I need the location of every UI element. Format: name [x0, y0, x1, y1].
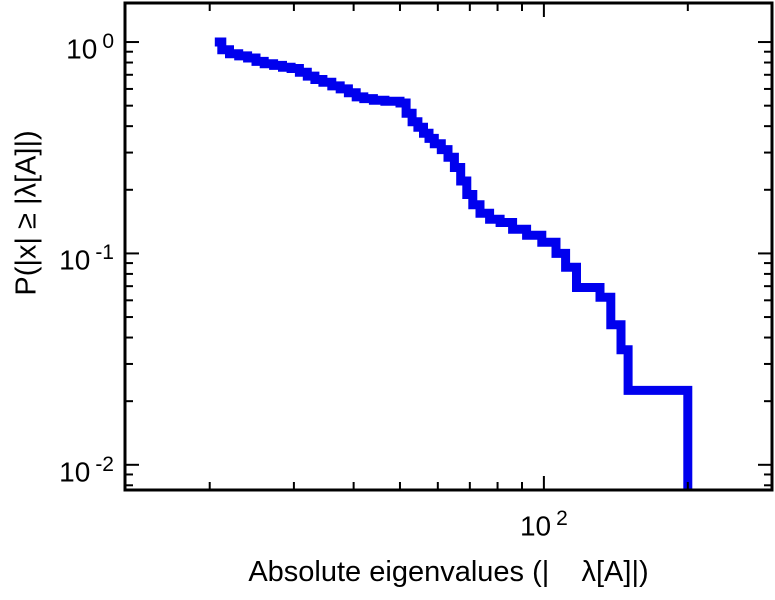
- axis-ticks: [125, 3, 772, 490]
- y-tick-label: 10 0: [66, 30, 114, 65]
- x-axis-label: Absolute eigenvalues (| λ[A]|): [248, 556, 649, 588]
- y-tick-label: 10 -2: [59, 452, 114, 488]
- y-tick-label: 10 -1: [59, 241, 114, 276]
- plot-border: [123, 1, 774, 492]
- x-tick-label: 10 2: [519, 507, 568, 542]
- ccdf-step-curve: [214, 37, 693, 490]
